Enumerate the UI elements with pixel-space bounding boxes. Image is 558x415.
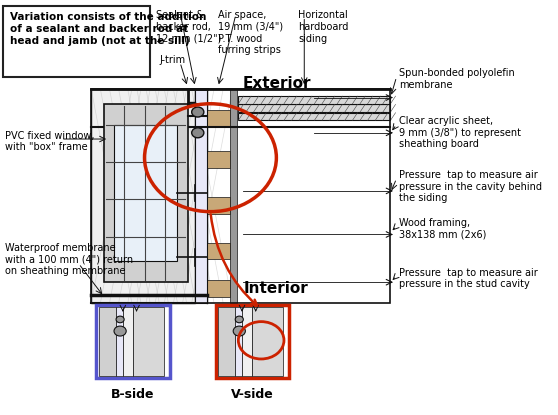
Bar bbox=[252, 307, 283, 376]
Bar bbox=[238, 113, 391, 120]
Bar bbox=[114, 124, 177, 261]
Bar bbox=[238, 96, 391, 104]
Bar bbox=[195, 89, 207, 303]
Text: B: B bbox=[129, 336, 137, 347]
Bar bbox=[207, 151, 230, 168]
Bar bbox=[92, 89, 195, 303]
Text: Variation consists of the addition
of a sealant and backer rod at
head and jamb : Variation consists of the addition of a … bbox=[10, 12, 206, 46]
Circle shape bbox=[114, 326, 126, 336]
Bar bbox=[238, 105, 391, 112]
Text: Spun-bonded polyolefin
membrane: Spun-bonded polyolefin membrane bbox=[399, 68, 515, 90]
Text: Pressure  tap to measure air
pressure in the stud cavity: Pressure tap to measure air pressure in … bbox=[399, 268, 538, 289]
Bar bbox=[235, 307, 242, 376]
Text: B-side: B-side bbox=[112, 388, 155, 401]
Text: Clear acrylic sheet,
9 mm (3/8") to represent
sheathing board: Clear acrylic sheet, 9 mm (3/8") to repr… bbox=[399, 116, 521, 149]
Bar bbox=[207, 197, 230, 214]
Bar bbox=[123, 307, 133, 376]
Bar bbox=[133, 307, 164, 376]
FancyBboxPatch shape bbox=[3, 6, 150, 77]
Bar bbox=[215, 305, 289, 378]
Bar bbox=[207, 110, 230, 127]
Circle shape bbox=[192, 128, 204, 138]
Bar bbox=[104, 104, 187, 282]
Text: Exterior: Exterior bbox=[242, 76, 311, 90]
Bar bbox=[207, 280, 230, 297]
Circle shape bbox=[192, 107, 204, 117]
Circle shape bbox=[235, 316, 243, 323]
Text: V-side: V-side bbox=[231, 388, 273, 401]
Bar bbox=[218, 307, 235, 376]
Bar bbox=[92, 89, 391, 303]
Text: J-trim: J-trim bbox=[160, 55, 186, 65]
Text: Sealant &
backer rod,
12 mm (1/2"): Sealant & backer rod, 12 mm (1/2") bbox=[156, 10, 222, 44]
Bar bbox=[207, 243, 230, 259]
Circle shape bbox=[116, 316, 124, 323]
Text: Horizontal
hardboard
siding: Horizontal hardboard siding bbox=[298, 10, 349, 44]
Text: Wood framing,
38x138 mm (2x6): Wood framing, 38x138 mm (2x6) bbox=[399, 218, 487, 239]
Bar bbox=[116, 307, 123, 376]
Bar bbox=[99, 307, 116, 376]
Text: Waterproof membrane
with a 100 mm (4") return
on sheathing membrane: Waterproof membrane with a 100 mm (4") r… bbox=[5, 243, 133, 276]
Bar bbox=[230, 89, 237, 303]
Text: Air space,
19 mm (3/4")
P.T. wood
furring strips: Air space, 19 mm (3/4") P.T. wood furrin… bbox=[218, 10, 283, 55]
Text: Interior: Interior bbox=[244, 281, 309, 296]
Text: Pressure  tap to measure air
pressure in the cavity behind
the siding: Pressure tap to measure air pressure in … bbox=[399, 170, 542, 203]
Circle shape bbox=[233, 326, 246, 336]
Text: PVC fixed window,
with "box" frame: PVC fixed window, with "box" frame bbox=[5, 131, 94, 152]
Bar bbox=[97, 305, 170, 378]
Bar bbox=[242, 307, 252, 376]
